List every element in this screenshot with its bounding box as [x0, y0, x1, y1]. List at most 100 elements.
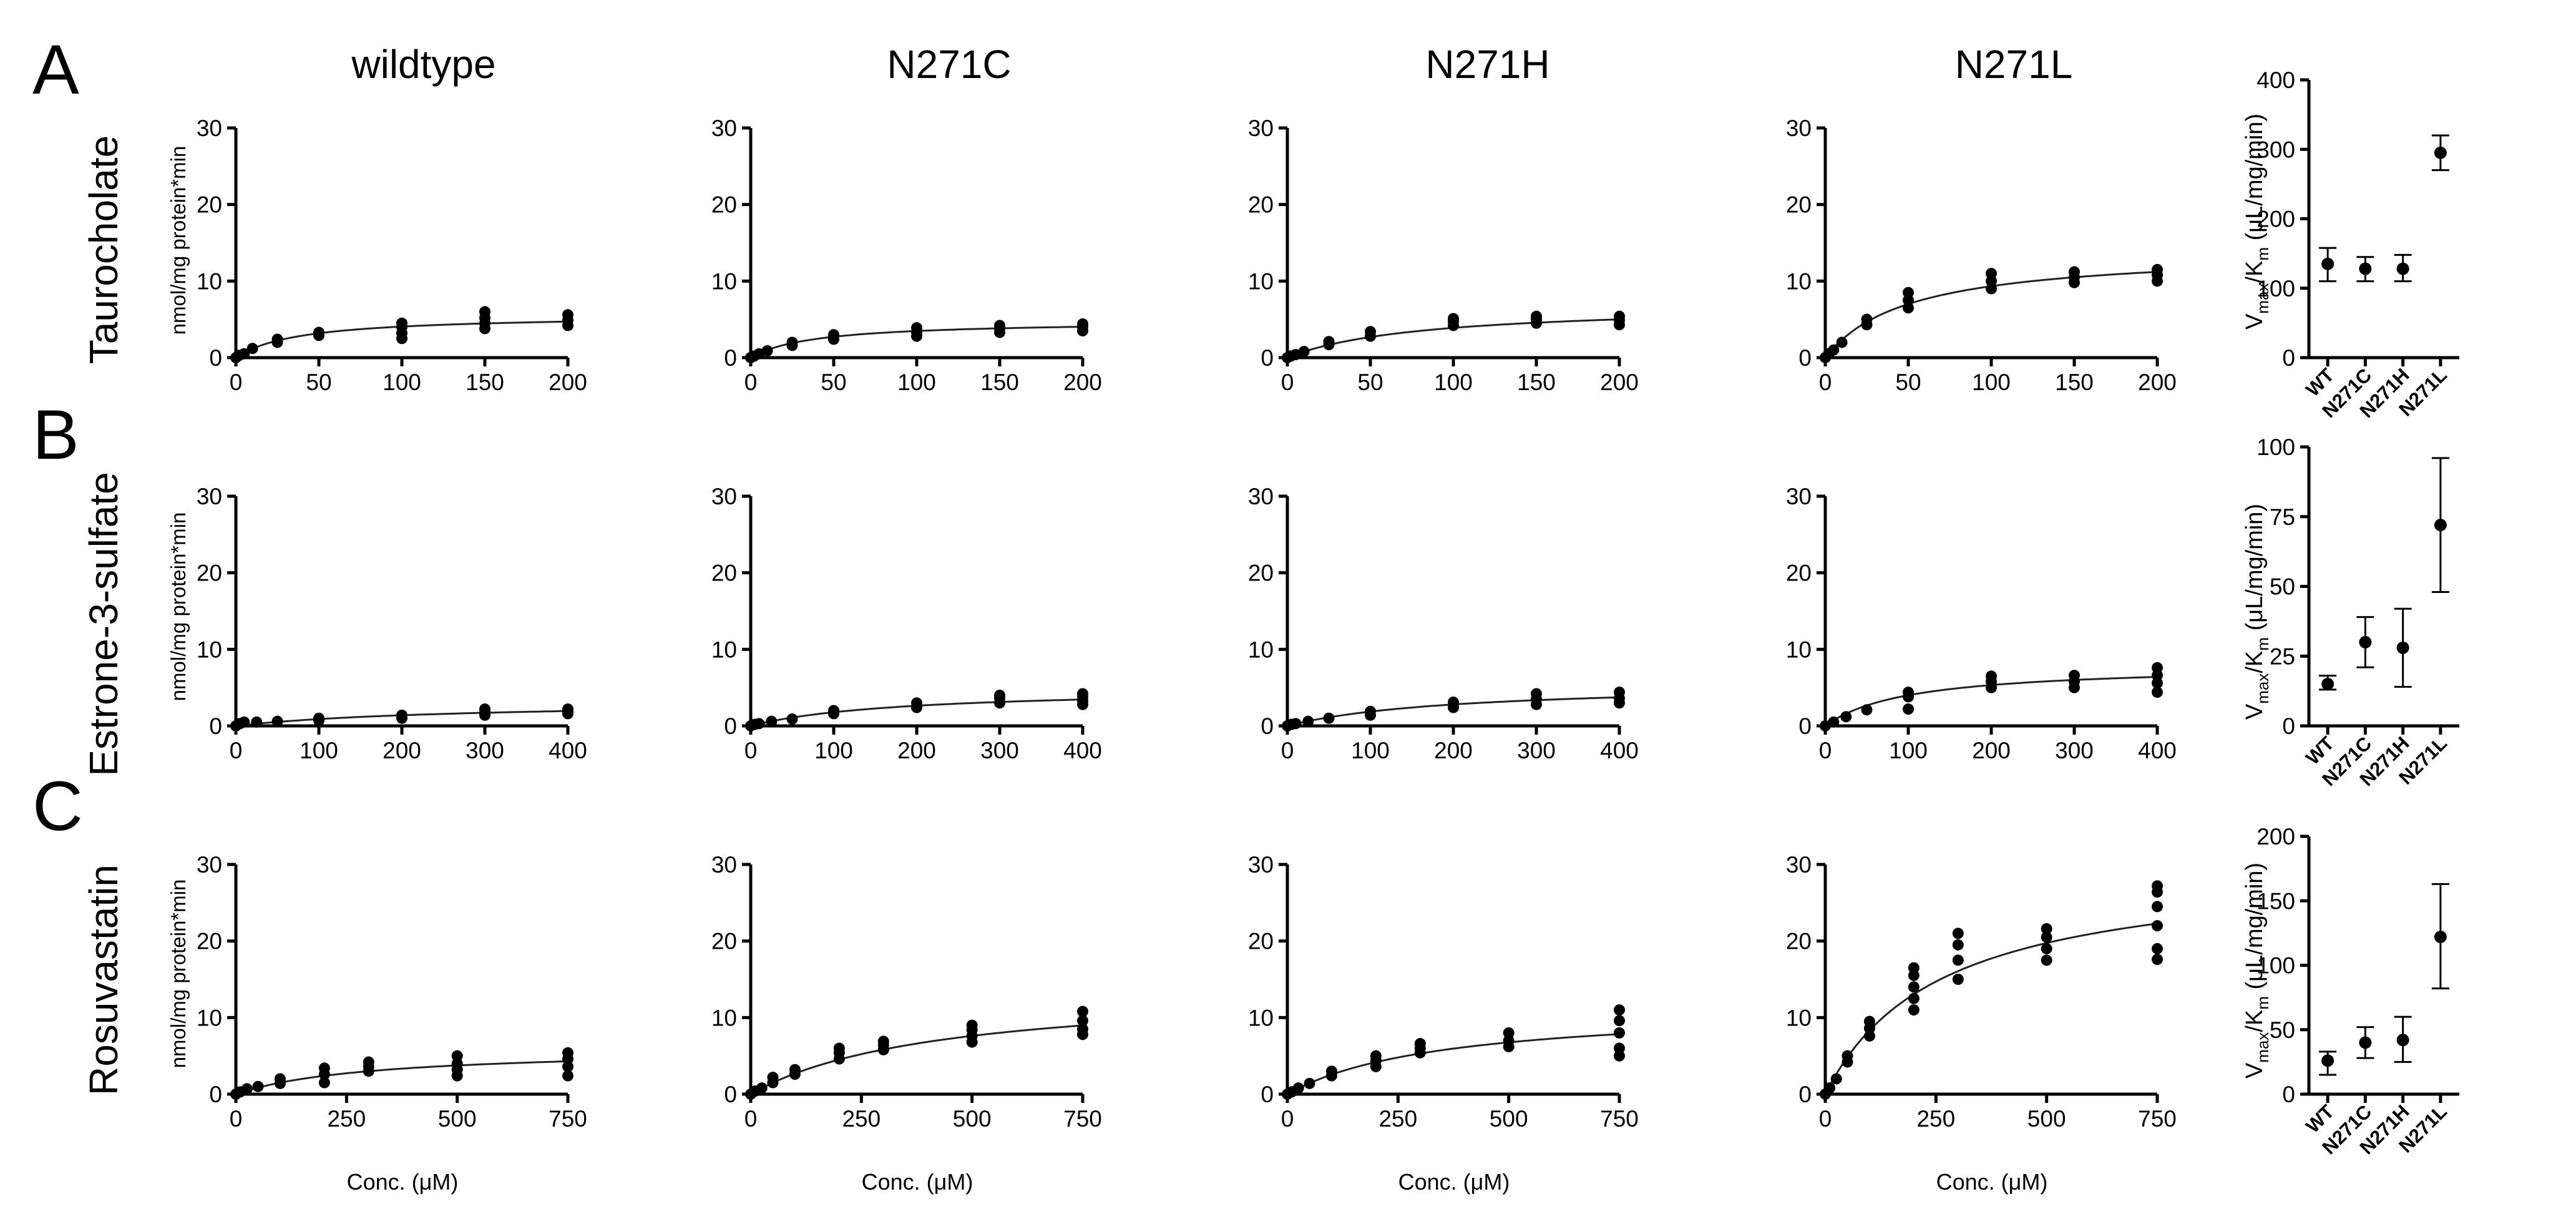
- data-point-rosuvastatin-n271l: [2041, 931, 2052, 943]
- y-tick-label-rosuvastatin-n271c: 0: [724, 1082, 737, 1107]
- panel-letter-c: C: [32, 767, 83, 845]
- mean-point-taurocholate-ratio: [2359, 262, 2372, 275]
- y-tick-label-estrone-3-sulfate-ratio: 0: [2282, 713, 2295, 739]
- y-tick-label-rosuvastatin-ratio: 0: [2282, 1082, 2295, 1107]
- y-tick-label-rosuvastatin-n271l: 30: [1786, 852, 1812, 878]
- mean-point-estrone-3-sulfate-ratio: [2396, 641, 2409, 654]
- x-tick-label-estrone-3-sulfate-wildtype: 400: [549, 738, 587, 763]
- y-tick-label-estrone-3-sulfate-n271c: 30: [711, 484, 737, 509]
- y-tick-label-estrone-3-sulfate-ratio: 100: [2256, 434, 2295, 460]
- data-point-rosuvastatin-n271l: [2041, 923, 2052, 935]
- y-tick-label-estrone-3-sulfate-wildtype: 30: [197, 484, 222, 509]
- data-point-taurocholate-n271l: [2152, 263, 2163, 275]
- x-tick-label-rosuvastatin-n271l: 500: [2027, 1106, 2066, 1132]
- ratio-ylabel-row-a: Vmax/Km (μL/mg/min): [2242, 114, 2272, 330]
- x-tick-label-rosuvastatin-n271c: 750: [1063, 1106, 1102, 1132]
- data-point-rosuvastatin-wildtype: [451, 1050, 463, 1062]
- data-point-taurocholate-n271l: [1828, 344, 1840, 356]
- data-point-taurocholate-wildtype: [396, 317, 407, 329]
- data-point-taurocholate-n271l: [1836, 336, 1848, 348]
- data-point-estrone-3-sulfate-n271l: [2152, 662, 2163, 673]
- column-title-n271l: N271L: [1955, 42, 2073, 87]
- y-tick-label-estrone-3-sulfate-wildtype: 20: [197, 560, 222, 586]
- mean-point-estrone-3-sulfate-ratio: [2359, 635, 2372, 649]
- data-point-rosuvastatin-n271l: [2152, 920, 2163, 932]
- y-tick-label-rosuvastatin-wildtype: 30: [197, 852, 222, 878]
- y-tick-label-rosuvastatin-n271c: 10: [711, 1005, 737, 1030]
- y-tick-label-taurocholate-n271l: 0: [1798, 345, 1812, 371]
- x-tick-label-rosuvastatin-n271l: 250: [1916, 1106, 1955, 1132]
- data-point-rosuvastatin-n271l: [2152, 942, 2163, 954]
- mean-point-estrone-3-sulfate-ratio: [2321, 677, 2334, 690]
- data-point-estrone-3-sulfate-n271h: [1302, 715, 1314, 727]
- data-point-rosuvastatin-n271l: [1952, 974, 1964, 985]
- mean-point-rosuvastatin-ratio: [2396, 1034, 2409, 1047]
- x-tick-label-estrone-3-sulfate-n271c: 300: [980, 738, 1019, 763]
- data-point-taurocholate-wildtype: [479, 306, 490, 318]
- data-point-rosuvastatin-n271l: [1908, 981, 1920, 993]
- y-tick-label-taurocholate-n271l: 10: [1786, 268, 1812, 294]
- x-tick-label-estrone-3-sulfate-n271h: 400: [1600, 738, 1639, 763]
- y-tick-label-taurocholate-n271c: 20: [711, 192, 737, 218]
- x-tick-label-estrone-3-sulfate-n271c: 200: [897, 738, 936, 763]
- mean-point-rosuvastatin-ratio: [2434, 931, 2447, 944]
- y-tick-label-taurocholate-n271c: 30: [711, 115, 737, 141]
- data-point-taurocholate-wildtype: [562, 309, 573, 321]
- kinetics-plot-taurocholate-wildtype: 0 10 20 30 0 50 100 150 200: [197, 115, 587, 395]
- ratio-ylabel-row-b: Vmax/Km (μL/mg/min): [2242, 504, 2272, 720]
- data-point-estrone-3-sulfate-n271h: [1531, 688, 1542, 700]
- fit-curve-rosuvastatin-n271h: [1287, 1033, 1620, 1095]
- x-tick-label-rosuvastatin-n271h: 250: [1378, 1106, 1417, 1132]
- data-point-taurocholate-n271h: [1298, 346, 1310, 358]
- y-tick-label-rosuvastatin-ratio: 100: [2256, 953, 2295, 979]
- x-tick-label-taurocholate-n271h: 200: [1600, 370, 1639, 395]
- x-tick-label-taurocholate-n271h: 50: [1357, 370, 1383, 395]
- x-tick-label-taurocholate-wildtype: 50: [306, 370, 331, 395]
- x-tick-label-taurocholate-n271h: 0: [1281, 370, 1294, 395]
- data-point-taurocholate-wildtype: [238, 348, 250, 360]
- kinetics-plot-rosuvastatin-wildtype: 0 10 20 30 0 250 500 750: [197, 852, 587, 1132]
- kinetics-plot-rosuvastatin-n271c: 0 10 20 30 0 250 500 750: [711, 852, 1102, 1132]
- y-tick-label-rosuvastatin-n271l: 0: [1798, 1082, 1812, 1107]
- x-tick-label-rosuvastatin-n271c: 500: [953, 1106, 992, 1132]
- data-point-taurocholate-wildtype: [246, 343, 258, 355]
- data-point-rosuvastatin-wildtype: [241, 1083, 253, 1095]
- data-point-rosuvastatin-n271c: [1077, 1015, 1088, 1027]
- data-point-taurocholate-n271c: [828, 329, 839, 341]
- y-tick-label-taurocholate-n271l: 20: [1786, 192, 1812, 218]
- data-point-estrone-3-sulfate-n271l: [1828, 716, 1840, 728]
- x-tick-label-taurocholate-wildtype: 200: [549, 370, 587, 395]
- data-point-rosuvastatin-n271l: [1842, 1050, 1853, 1062]
- x-tick-label-rosuvastatin-n271h: 750: [1600, 1106, 1639, 1132]
- data-point-rosuvastatin-wildtype: [363, 1056, 374, 1068]
- x-tick-label-estrone-3-sulfate-n271h: 300: [1517, 738, 1556, 763]
- y-tick-label-taurocholate-n271l: 30: [1786, 115, 1812, 141]
- ratio-ylabel-row-c: Vmax/Km (μL/mg/min): [2242, 863, 2272, 1079]
- x-tick-label-taurocholate-n271l: 0: [1819, 370, 1832, 395]
- mean-point-rosuvastatin-ratio: [2321, 1054, 2334, 1067]
- x-tick-label-taurocholate-n271c: 50: [821, 370, 846, 395]
- mean-point-estrone-3-sulfate-ratio: [2434, 519, 2447, 532]
- row-label-estrone-3-sulfate: Estrone-3-sulfate: [81, 472, 126, 776]
- data-point-rosuvastatin-n271l: [1830, 1073, 1842, 1085]
- kinetics-plot-taurocholate-n271l: 0 10 20 30 0 50 100 150 200: [1786, 115, 2177, 395]
- y-tick-label-taurocholate-ratio: 300: [2256, 137, 2295, 162]
- y-tick-label-taurocholate-wildtype: 20: [197, 192, 222, 218]
- y-tick-label-estrone-3-sulfate-n271h: 20: [1248, 560, 1274, 586]
- x-tick-label-taurocholate-n271h: 100: [1434, 370, 1473, 395]
- x-tick-label-taurocholate-n271l: 100: [1972, 370, 2011, 395]
- column-title-n271c: N271C: [887, 42, 1011, 87]
- y-tick-label-rosuvastatin-wildtype: 20: [197, 929, 222, 954]
- data-point-taurocholate-n271c: [911, 322, 922, 334]
- y-tick-label-rosuvastatin-wildtype: 0: [209, 1082, 222, 1107]
- x-tick-label-rosuvastatin-wildtype: 0: [230, 1106, 243, 1132]
- y-tick-label-estrone-3-sulfate-ratio: 50: [2270, 574, 2295, 600]
- data-point-estrone-3-sulfate-wildtype: [396, 709, 407, 721]
- x-tick-label-estrone-3-sulfate-n271h: 0: [1281, 738, 1294, 763]
- data-point-rosuvastatin-n271h: [1370, 1050, 1382, 1062]
- fit-curve-rosuvastatin-n271c: [750, 1024, 1083, 1095]
- data-point-rosuvastatin-n271h: [1325, 1065, 1337, 1077]
- data-point-rosuvastatin-n271h: [1614, 1042, 1625, 1054]
